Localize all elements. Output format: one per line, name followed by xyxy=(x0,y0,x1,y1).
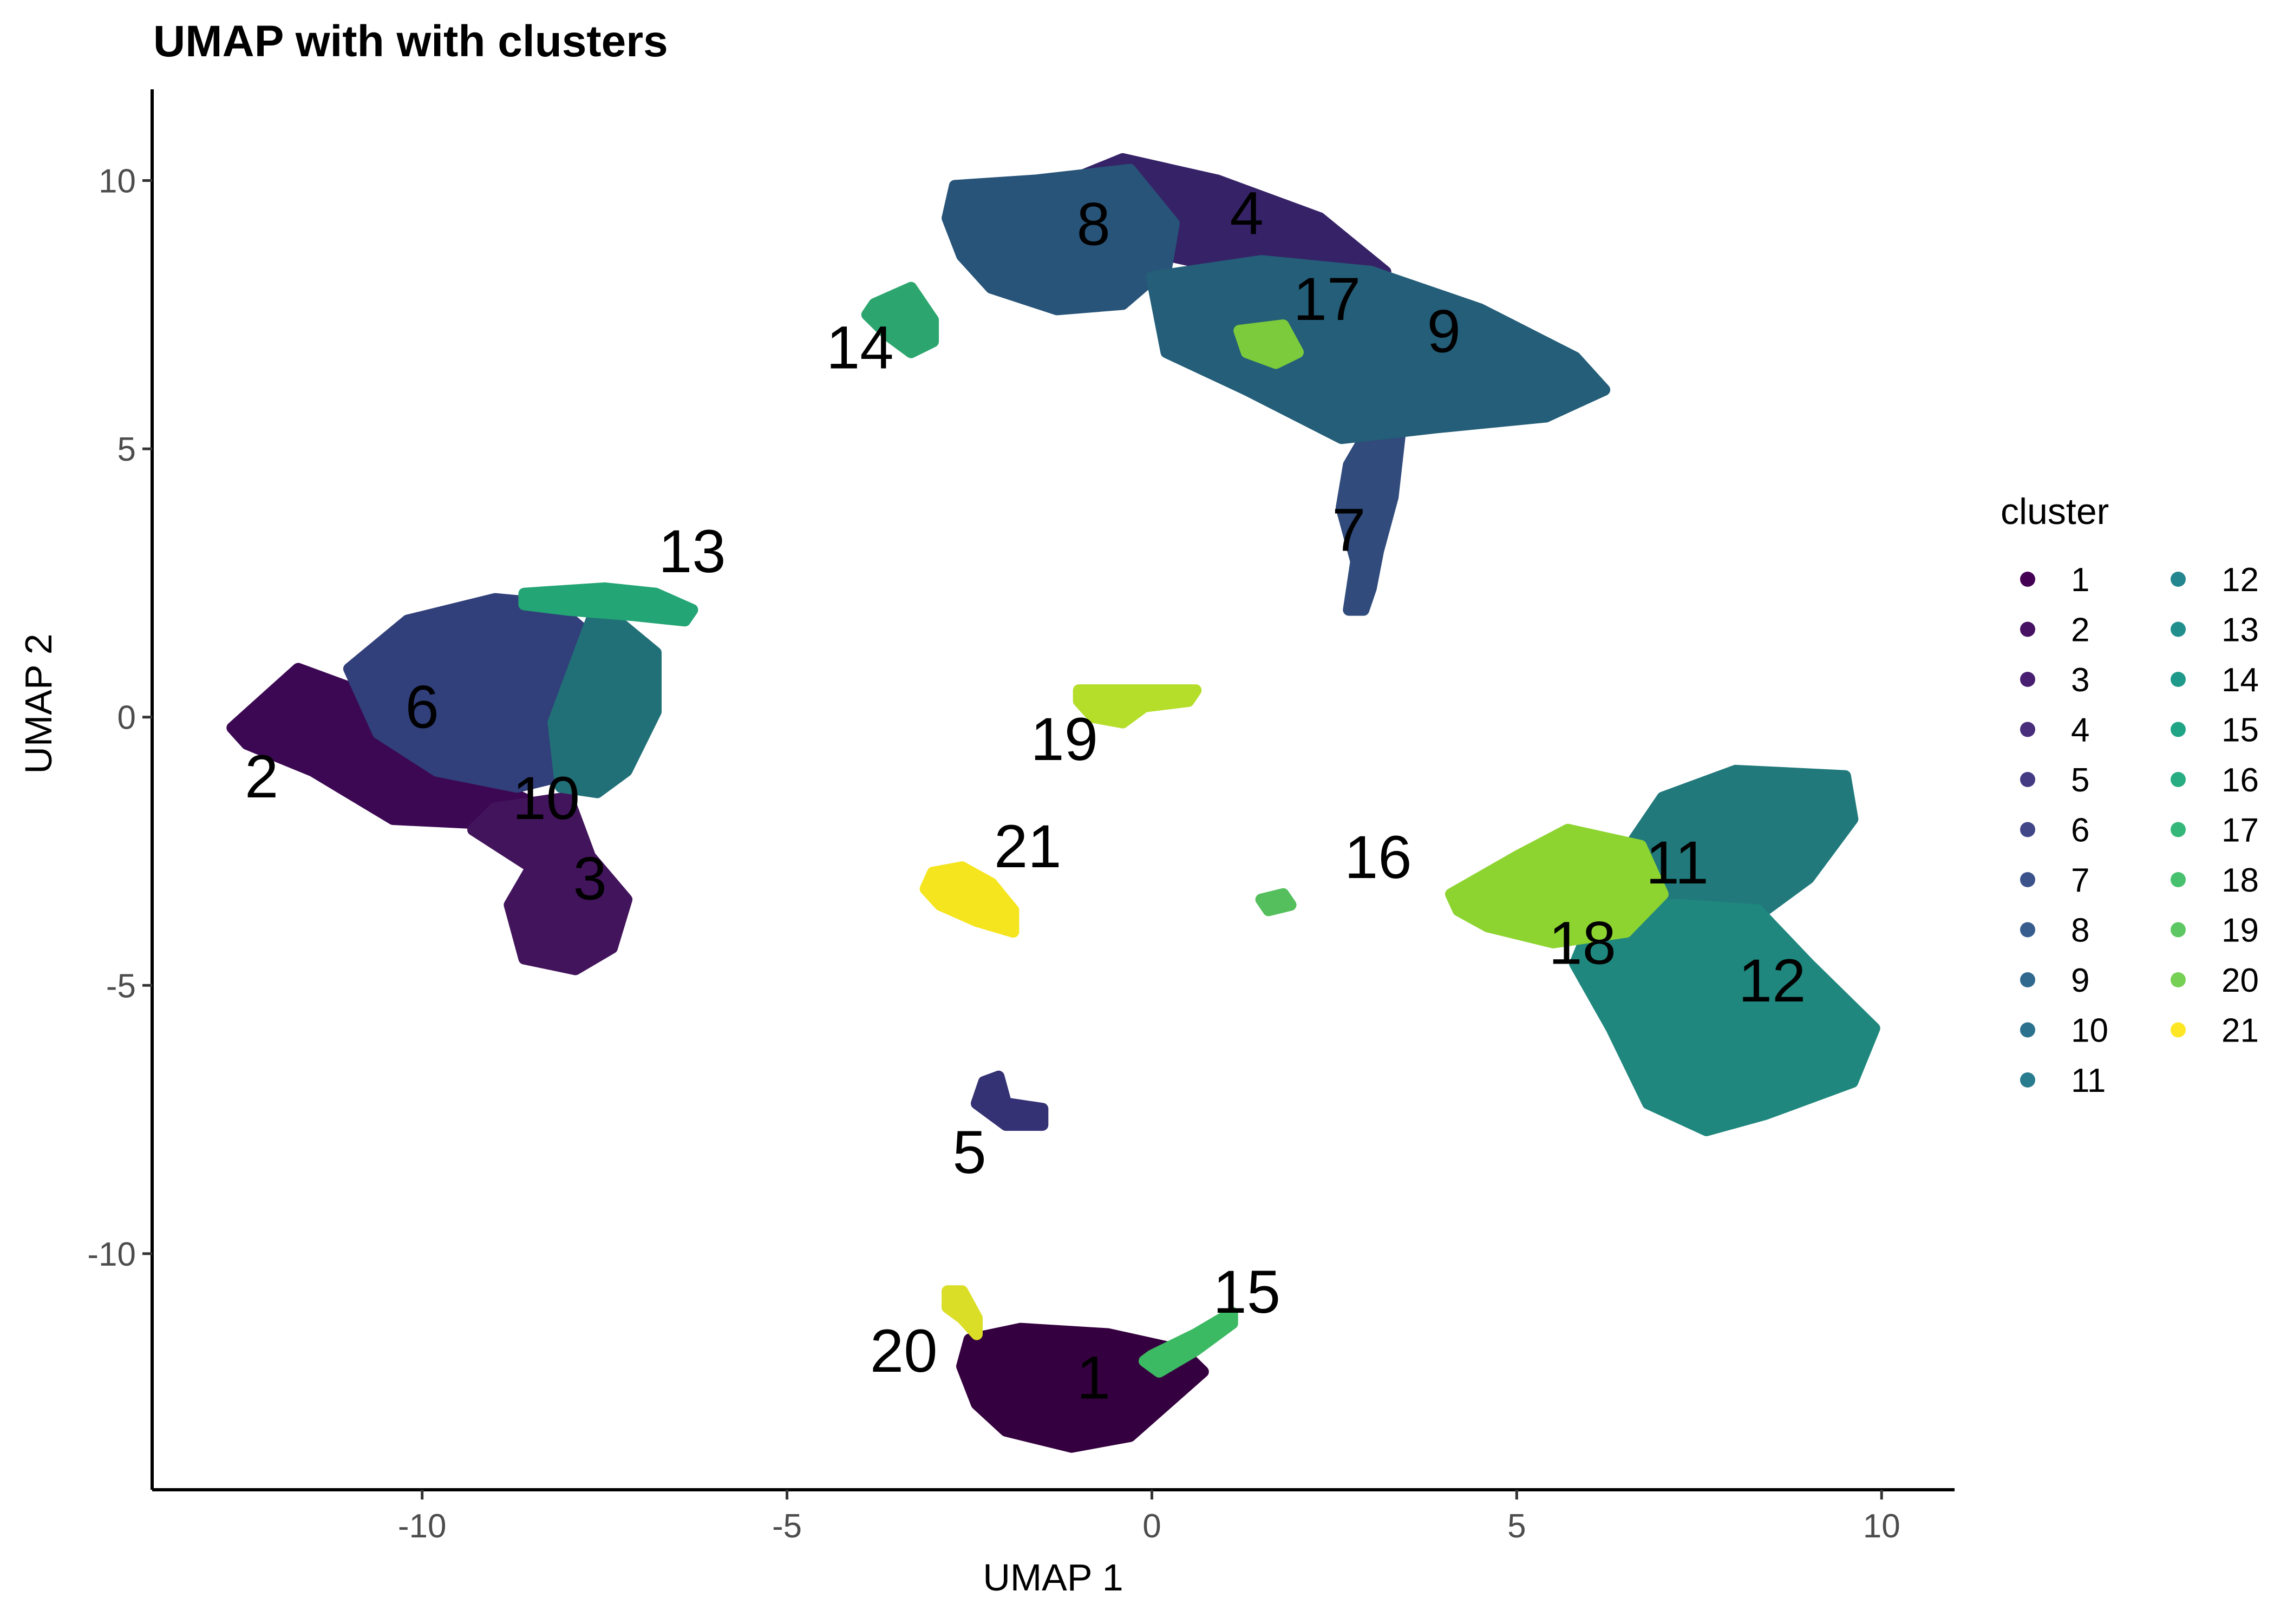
cluster-12-points xyxy=(1569,899,1880,1136)
legend-label-7: 7 xyxy=(2071,862,2089,899)
y-tick-label: 0 xyxy=(117,699,136,737)
legend-label-1: 1 xyxy=(2071,561,2089,599)
cluster-18-label: 18 xyxy=(1548,909,1616,977)
cluster-17-points xyxy=(1233,319,1304,369)
legend-swatch-16 xyxy=(2171,772,2186,787)
cluster-14-points xyxy=(861,281,939,358)
cluster-7-label: 7 xyxy=(1332,496,1365,564)
cluster-7-points xyxy=(1335,421,1406,616)
legend-swatch-5 xyxy=(2020,772,2035,787)
legend-swatch-6 xyxy=(2020,822,2035,837)
legend-title: cluster xyxy=(2001,491,2109,532)
y-axis-title: UMAP 2 xyxy=(17,633,60,774)
cluster-16-label: 16 xyxy=(1344,823,1412,891)
cluster-20-points xyxy=(942,1285,983,1340)
cluster-21-points xyxy=(919,861,1020,938)
cluster-2-label: 2 xyxy=(245,743,278,810)
x-tick-label: 0 xyxy=(1142,1508,1161,1545)
legend-swatch-17 xyxy=(2171,822,2186,837)
legend-swatch-9 xyxy=(2020,972,2035,987)
legend-swatch-4 xyxy=(2020,722,2035,737)
legend-label-9: 9 xyxy=(2071,962,2089,999)
legend-swatch-14 xyxy=(2171,672,2186,687)
cluster-6-label: 6 xyxy=(406,673,439,741)
legend-swatch-13 xyxy=(2171,621,2186,637)
cluster-13-points xyxy=(518,582,698,627)
y-tick-label: -5 xyxy=(106,967,136,1005)
cluster-5-points xyxy=(971,1070,1049,1131)
legend-label-10: 10 xyxy=(2071,1012,2108,1050)
legend-swatch-19 xyxy=(2171,922,2186,938)
cluster-3-label: 3 xyxy=(573,845,607,913)
x-tick-label: 10 xyxy=(1863,1508,1900,1545)
legend-swatch-11 xyxy=(2020,1072,2035,1088)
cluster-3-points xyxy=(467,791,633,975)
legend-label-20: 20 xyxy=(2221,962,2259,999)
legend-swatch-7 xyxy=(2020,872,2035,887)
legend-label-14: 14 xyxy=(2221,662,2259,699)
cluster-15-points xyxy=(1139,1306,1238,1378)
cluster-19-points xyxy=(1073,684,1202,729)
legend-swatch-1 xyxy=(2020,572,2035,587)
legend-swatch-10 xyxy=(2020,1022,2035,1038)
legend-swatch-2 xyxy=(2020,621,2035,637)
legend-swatch-21 xyxy=(2171,1022,2186,1038)
cluster-regions xyxy=(226,153,1880,1453)
cluster-19-label: 19 xyxy=(1030,705,1098,773)
legend-label-2: 2 xyxy=(2071,612,2089,649)
x-tick-label: 5 xyxy=(1507,1508,1526,1545)
legend-label-12: 12 xyxy=(2221,561,2259,599)
x-axis-title: UMAP 1 xyxy=(983,1556,1123,1599)
cluster-4-label: 4 xyxy=(1230,179,1264,247)
x-tick-label: -10 xyxy=(398,1508,447,1545)
x-tick-label: -5 xyxy=(772,1508,802,1545)
y-tick-label: -10 xyxy=(87,1236,136,1273)
cluster-1-label: 1 xyxy=(1076,1344,1110,1411)
y-tick-label: 10 xyxy=(99,163,136,200)
cluster-11-label: 11 xyxy=(1646,829,1709,896)
legend-label-13: 13 xyxy=(2221,612,2259,649)
cluster-17-label: 17 xyxy=(1293,265,1361,333)
cluster-20-label: 20 xyxy=(870,1317,938,1385)
legend-label-11: 11 xyxy=(2071,1062,2106,1099)
legend-swatch-3 xyxy=(2020,672,2035,687)
cluster-8-label: 8 xyxy=(1076,190,1110,258)
legend-label-4: 4 xyxy=(2071,712,2089,749)
legend-label-3: 3 xyxy=(2071,662,2089,699)
legend-label-8: 8 xyxy=(2071,912,2089,949)
cluster-9-points xyxy=(1146,255,1611,444)
cluster-21-label: 21 xyxy=(994,813,1062,880)
cluster-13-label: 13 xyxy=(658,518,726,585)
legend-label-19: 19 xyxy=(2221,912,2259,949)
cluster-10-label: 10 xyxy=(513,764,580,832)
legend-swatch-12 xyxy=(2171,572,2186,587)
axes: -10 -5 0 5 10 -10 -5 0 5 10 xyxy=(87,89,1955,1545)
cluster-9-label: 9 xyxy=(1427,297,1460,365)
cluster-14-label: 14 xyxy=(826,313,894,381)
legend-label-17: 17 xyxy=(2221,812,2259,849)
legend-label-18: 18 xyxy=(2221,862,2259,899)
cluster-5-label: 5 xyxy=(952,1118,986,1186)
cluster-12-label: 12 xyxy=(1739,947,1806,1014)
legend-label-5: 5 xyxy=(2071,762,2089,799)
legend-swatch-8 xyxy=(2020,922,2035,938)
cluster-18-points xyxy=(1445,823,1669,948)
legend-label-15: 15 xyxy=(2221,712,2259,749)
y-tick-label: 5 xyxy=(117,431,136,468)
legend: cluster 12345678910111213141516171819202… xyxy=(2001,491,2259,1099)
legend-label-16: 16 xyxy=(2221,762,2259,799)
legend-swatch-20 xyxy=(2171,972,2186,987)
legend-label-6: 6 xyxy=(2071,812,2089,849)
legend-swatch-15 xyxy=(2171,722,2186,737)
cluster-16-points xyxy=(1255,888,1297,916)
chart-title: UMAP with with clusters xyxy=(153,17,668,66)
cluster-15-label: 15 xyxy=(1213,1258,1280,1326)
cluster-10-points xyxy=(547,598,662,798)
legend-label-21: 21 xyxy=(2221,1012,2259,1050)
legend-swatch-18 xyxy=(2171,872,2186,887)
cluster-8-points xyxy=(942,163,1180,316)
